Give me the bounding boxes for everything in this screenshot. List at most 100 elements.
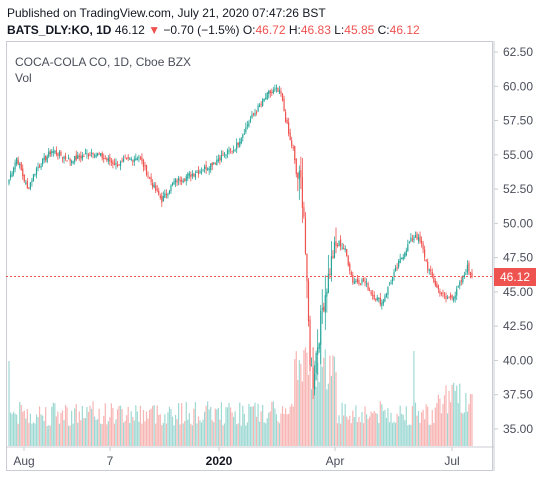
candles: [8, 84, 473, 399]
candle-body: [54, 151, 56, 153]
volume-bar: [379, 401, 381, 446]
candle-body: [347, 256, 349, 266]
candle-body: [64, 155, 67, 159]
candle-body: [129, 158, 131, 160]
volume-bar: [46, 425, 48, 446]
volume-bar: [269, 411, 271, 446]
volume-label: Vol: [15, 71, 32, 85]
candle-body: [329, 273, 331, 276]
candle-body: [369, 290, 371, 292]
volume-bar: [272, 401, 274, 446]
volume-bar: [40, 414, 42, 446]
volume-bar: [158, 414, 160, 446]
volume-bar: [182, 423, 184, 446]
candle-body: [19, 164, 21, 166]
volume-bar: [433, 422, 435, 446]
volume-bar: [113, 423, 116, 446]
volume-bar: [226, 407, 229, 446]
chart-title: COCA-COLA CO, 1D, Cboe BZX: [15, 55, 192, 69]
candle-body: [185, 176, 187, 182]
candle-body: [394, 267, 397, 272]
price-axis[interactable]: 62.50 60.00 57.50 55.00 52.50 50.00 47.50 45.00…: [494, 45, 533, 436]
time-tick-label: Aug: [13, 454, 34, 468]
volume-bar: [8, 361, 10, 446]
volume-bar: [330, 375, 333, 446]
volume-bar: [359, 422, 362, 446]
volume-bar: [414, 402, 417, 446]
candle-body: [17, 159, 19, 165]
candle-body: [297, 173, 299, 178]
volume-bar: [289, 406, 291, 446]
volume-bar: [171, 416, 174, 446]
candle-body: [456, 288, 458, 296]
candle-body: [274, 89, 276, 91]
volume-bar: [231, 412, 233, 446]
volume-bar: [159, 414, 161, 446]
volume-bar: [365, 414, 368, 446]
candle-body: [78, 155, 80, 158]
volume-bar: [341, 402, 343, 446]
volume-bar: [413, 351, 415, 446]
volume-bar: [254, 402, 256, 446]
candle-body: [442, 292, 444, 294]
volume-bar: [422, 409, 424, 446]
candle-body: [413, 237, 415, 241]
candle-body: [147, 175, 149, 177]
low-value: 45.85: [344, 23, 375, 37]
candle-body: [216, 159, 218, 166]
volume-bar: [346, 416, 348, 446]
volume-bar: [252, 406, 255, 446]
time-axis[interactable]: Aug 7 2020 Apr Jul: [13, 447, 460, 468]
candle-body: [171, 183, 174, 186]
candle-body: [71, 160, 73, 164]
volume-bar: [211, 420, 213, 446]
volume-bar: [463, 412, 465, 446]
volume-bar: [280, 413, 282, 446]
candle-body: [29, 182, 31, 189]
candle-body: [199, 171, 201, 173]
time-tick-label: Jul: [444, 454, 459, 468]
candle-body: [22, 168, 24, 177]
volume-bar: [202, 419, 204, 446]
volume-bar: [92, 401, 94, 446]
candle-body: [159, 195, 161, 198]
volume-bar: [51, 406, 53, 446]
candle-body: [184, 179, 186, 181]
volume-bar: [112, 407, 114, 446]
volume-bar: [31, 423, 33, 446]
volume-bar: [233, 416, 235, 446]
candle-body: [260, 103, 262, 105]
volume-bar: [314, 360, 316, 446]
volume-bar: [38, 406, 41, 446]
volume-bar: [72, 423, 74, 446]
volume-bar: [468, 404, 470, 446]
volume-bar: [439, 398, 441, 446]
candle-body: [89, 154, 91, 156]
volume-bar: [268, 412, 270, 446]
candle-body: [66, 160, 68, 162]
candle-body: [92, 152, 94, 155]
candle-body: [31, 180, 33, 183]
candle-body: [468, 263, 470, 272]
candle-body: [384, 296, 386, 302]
candle-body: [284, 111, 287, 122]
candle-body: [152, 183, 154, 188]
candle-body: [23, 174, 25, 182]
volume-bar: [197, 416, 200, 446]
time-tick-label: Apr: [326, 454, 345, 468]
candle-body: [40, 165, 42, 168]
volume-bar: [69, 425, 71, 446]
volume-bar: [450, 402, 452, 446]
volume-bar: [219, 419, 221, 446]
candle-body: [202, 170, 204, 172]
candle-body: [176, 180, 178, 183]
volume-bar: [168, 406, 171, 446]
candle-body: [104, 158, 106, 160]
candle-body: [321, 308, 323, 310]
volume-bar: [303, 350, 305, 446]
candle-body: [32, 174, 35, 182]
volume-bar: [382, 411, 384, 446]
volume-bar: [336, 423, 339, 446]
volume-bar: [255, 416, 258, 446]
